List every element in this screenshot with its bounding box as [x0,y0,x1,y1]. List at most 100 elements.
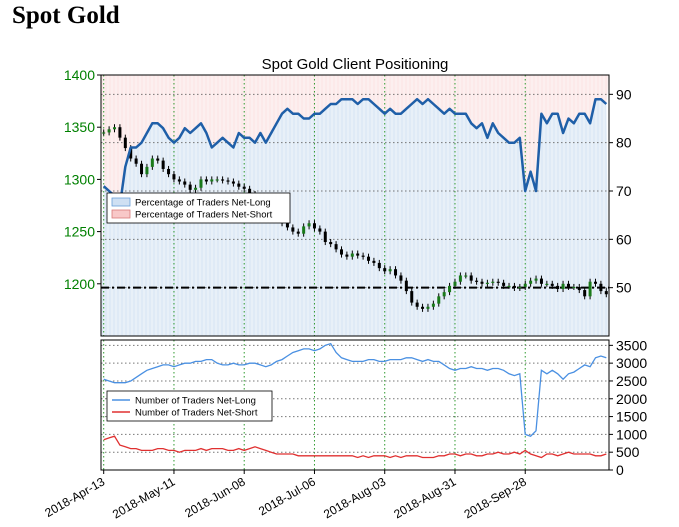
price-candle [167,168,171,175]
price-candle [426,306,430,309]
price-candle [237,183,241,187]
legend-swatch [111,197,131,207]
legend-label: Number of Traders Net-Short [135,408,258,419]
legend-label: Number of Traders Net-Long [135,396,256,407]
legend-swatch [111,209,131,219]
left-tick-label: 1350 [64,119,95,135]
price-candle [140,163,144,175]
price-candle [172,174,176,180]
main-panel-frame [100,74,610,337]
price-candle [539,278,543,284]
price-candle [345,254,349,257]
price-candle [502,282,506,286]
price-candle [210,179,214,182]
price-candle [372,260,376,263]
legend-label: Percentage of Traders Net-Short [135,210,273,221]
price-candle [421,306,425,309]
count-tick-label: 1500 [616,409,647,425]
price-candle [480,281,484,284]
count-tick-label: 0 [616,462,624,478]
price-candle [496,281,500,283]
price-candle [485,282,489,284]
price-candle [394,269,398,276]
price-candle [437,296,441,304]
left-tick-label: 1400 [64,67,95,83]
price-candle [221,179,225,181]
price-candle [356,253,360,256]
price-candle [410,291,414,303]
price-candle [566,283,570,287]
count-tick-label: 1000 [616,426,647,442]
price-candle [329,242,333,245]
price-candle [231,181,235,184]
price-candle [312,223,316,229]
right-tick-label: 50 [616,280,632,296]
price-candle [194,187,198,190]
count-tick-label: 2000 [616,391,647,407]
price-candle [588,281,592,297]
price-candle [156,158,160,161]
price-candle [296,231,300,234]
price-candle [388,269,392,272]
main-legend: Percentage of Traders Net-LongPercentage… [106,192,291,224]
price-candle [367,256,371,261]
x-tick-label: 2018-Jun-08 [182,474,248,520]
price-candle [134,158,138,164]
price-candle [442,292,446,297]
price-candle [334,244,338,250]
price-candle [248,188,252,195]
price-candle [448,285,452,293]
price-candle [577,286,581,291]
price-candle [291,227,295,232]
x-tick-label: 2018-Sep-28 [462,474,529,521]
page-title: Spot Gold [12,2,120,29]
price-candle [561,283,565,290]
price-candle [545,283,549,285]
chart-title: Spot Gold Client Positioning [262,56,449,73]
left-tick-label: 1300 [64,171,95,187]
count-tick-label: 3500 [616,337,647,353]
price-candle [377,262,381,269]
x-tick-label: 2018-Jul-06 [256,474,318,518]
price-candle [199,179,203,188]
x-tick-label: 2018-May-11 [110,474,178,521]
price-candle [534,278,538,281]
right-tick-label: 70 [616,183,632,199]
price-candle [204,179,208,182]
right-tick-label: 60 [616,231,632,247]
main-legend-box [106,192,291,224]
price-candle [604,291,608,295]
price-candle [145,166,149,175]
price-candle [404,280,408,292]
price-candle [242,186,246,189]
price-candle [183,181,187,185]
price-candle [318,228,322,232]
left-tick-label: 1250 [64,224,95,240]
price-candle [123,137,127,149]
price-candle [361,255,365,257]
price-candle [399,275,403,281]
price-candle [350,253,354,257]
price-candle [118,127,122,138]
price-candle [102,132,106,134]
count-tick-label: 2500 [616,373,647,389]
price-candle [307,223,311,227]
count-legend-box [106,390,273,422]
net-long-percent-line [102,97,608,207]
price-candle [556,285,560,290]
price-candle [150,158,154,167]
price-candle [431,303,435,307]
right-tick-label: 90 [616,86,632,102]
count-tick-label: 500 [616,444,640,460]
price-candle [458,275,462,282]
net-short-count-line [103,435,607,459]
legend-label: Percentage of Traders Net-Long [135,198,271,209]
price-candle [339,249,343,255]
price-candle [113,127,117,130]
price-candle [453,281,457,286]
left-tick-label: 1200 [64,276,95,292]
price-candle [529,280,533,284]
price-candle [177,179,181,182]
